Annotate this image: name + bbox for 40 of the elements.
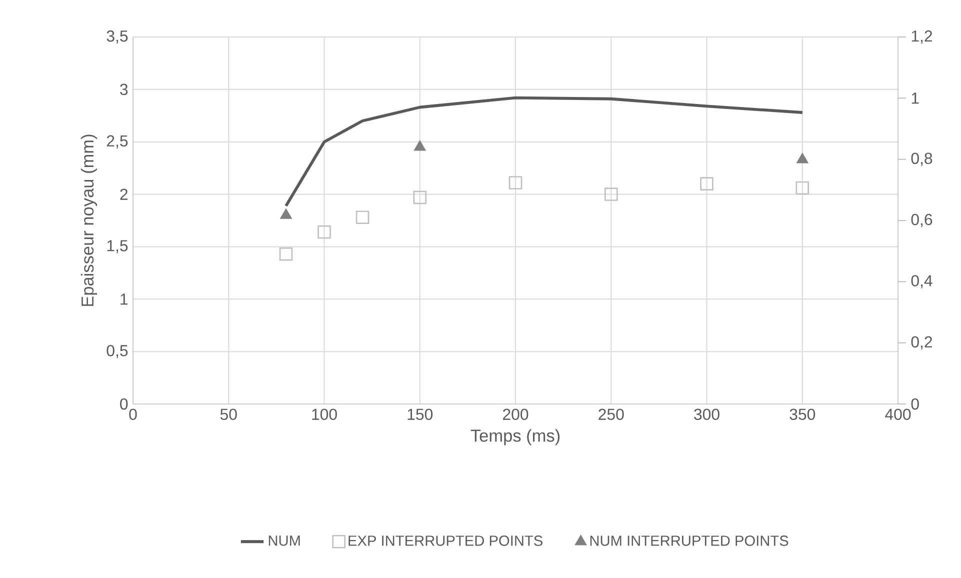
- x-tick-label: 250: [598, 408, 624, 420]
- point: [318, 225, 331, 239]
- y-tick-label: 3: [120, 84, 128, 96]
- point: [356, 210, 370, 224]
- x-tick-label: 350: [790, 408, 816, 420]
- x-tick-label: 200: [502, 408, 528, 420]
- y-tick-label: 0: [120, 398, 128, 410]
- point: [796, 181, 810, 195]
- line-series: [284, 96, 804, 208]
- y2-tick-label: 0,8: [911, 152, 932, 166]
- x-axis-title: Temps (ms): [470, 429, 560, 446]
- point: [508, 176, 522, 190]
- y2-tick-label: 0,2: [911, 336, 932, 350]
- x-tick-label: 300: [694, 408, 720, 420]
- y2-tick-label: 1: [912, 92, 919, 104]
- y2-tick-label: 1,2: [912, 30, 932, 44]
- y-tick-label: 2,5: [106, 135, 128, 148]
- y2-tick-label: 0,4: [911, 275, 932, 288]
- y-tick-label: 2: [120, 188, 128, 200]
- legend-label: NUM: [268, 536, 300, 546]
- x-tick-label: 50: [220, 408, 237, 420]
- legend-label: NUM INTERRUPTED POINTS: [590, 536, 788, 546]
- x-tick-label: 0: [129, 408, 137, 420]
- y-axis-title: Epaisseur noyau (mm): [80, 134, 98, 306]
- legend-label: EXP INTERRUPTED POINTS: [348, 536, 542, 546]
- point: [796, 152, 808, 164]
- point: [279, 247, 293, 261]
- x-tick-label: 100: [312, 408, 337, 420]
- point: [700, 177, 714, 190]
- point: [414, 140, 426, 151]
- y-tick-label: 1: [120, 294, 128, 305]
- y2-tick-label: 0: [911, 398, 919, 410]
- y-tick-label: 3,5: [106, 30, 128, 44]
- y2-tick-label: 0,6: [911, 214, 932, 228]
- x-tick-label: 150: [408, 408, 433, 420]
- point: [413, 190, 427, 204]
- y-tick-label: 1,5: [107, 240, 128, 254]
- point: [604, 188, 618, 201]
- y-tick-label: 0,5: [106, 344, 128, 358]
- x-tick-label: 400: [885, 408, 911, 420]
